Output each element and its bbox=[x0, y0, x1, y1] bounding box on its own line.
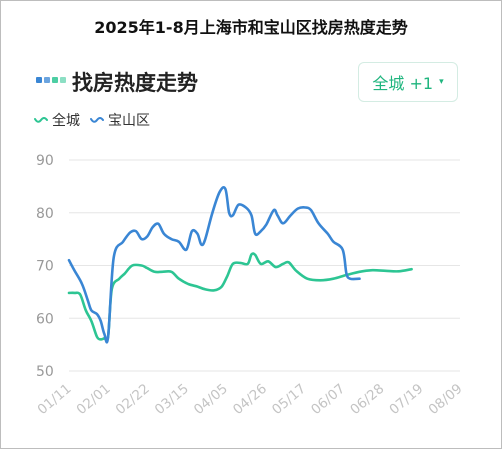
legend-swatch-baoshan bbox=[90, 117, 104, 123]
x-tick-label: 03/15 bbox=[152, 381, 192, 418]
x-tick-label: 02/22 bbox=[113, 381, 153, 418]
y-tick-label: 70 bbox=[36, 259, 54, 275]
chart-title: 2025年1-8月上海市和宝山区找房热度走势 bbox=[94, 18, 408, 37]
legend-item-baoshan[interactable]: 宝山区 bbox=[90, 110, 150, 130]
y-tick-label: 50 bbox=[36, 364, 54, 380]
bar-icon bbox=[36, 77, 66, 83]
x-tick-label: 04/26 bbox=[230, 381, 270, 418]
x-tick-label: 06/07 bbox=[308, 381, 348, 418]
y-tick-label: 90 bbox=[36, 153, 54, 169]
y-tick-label: 80 bbox=[36, 206, 54, 222]
y-tick-label: 60 bbox=[36, 311, 54, 327]
section-heading: 找房热度走势 bbox=[72, 71, 198, 95]
x-tick-label: 05/17 bbox=[269, 381, 309, 418]
chart-legend: 全城 宝山区 bbox=[34, 110, 160, 130]
chevron-down-icon: ▾ bbox=[439, 77, 444, 87]
x-tick-label: 01/11 bbox=[34, 381, 74, 418]
x-tick-label: 02/01 bbox=[74, 381, 114, 418]
legend-swatch-city bbox=[34, 117, 48, 123]
x-tick-label: 04/05 bbox=[191, 381, 231, 418]
legend-item-city[interactable]: 全城 bbox=[34, 110, 80, 130]
x-tick-label: 06/28 bbox=[347, 381, 387, 418]
legend-label-baoshan: 宝山区 bbox=[108, 113, 150, 129]
series-line-baoshan bbox=[67, 185, 361, 344]
series-line-city bbox=[67, 252, 413, 343]
city-select-button[interactable]: 全城 +1 ▾ bbox=[358, 62, 458, 102]
legend-label-city: 全城 bbox=[52, 113, 80, 129]
city-select-label: 全城 +1 bbox=[372, 74, 434, 93]
x-tick-label: 08/09 bbox=[425, 381, 465, 418]
x-tick-label: 07/19 bbox=[386, 381, 426, 418]
